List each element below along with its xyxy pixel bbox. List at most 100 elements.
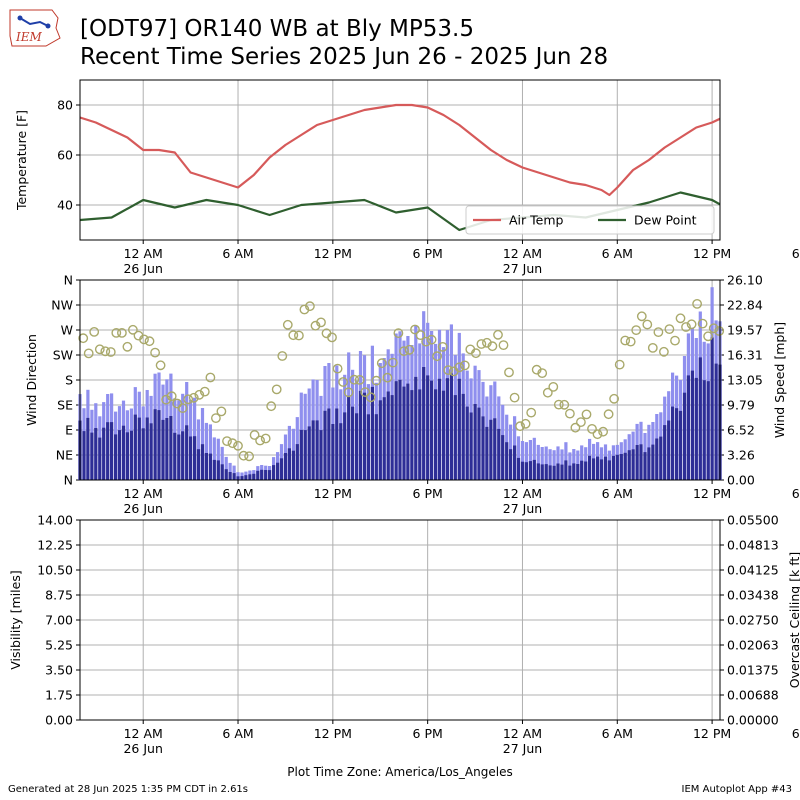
wind-speed-bar: [117, 430, 122, 480]
wind-speed-bar: [607, 460, 611, 480]
wind-speed-bar: [461, 393, 465, 480]
wind-speed-bar: [603, 456, 608, 480]
wind-speed-bar: [248, 474, 252, 480]
wind-direction-point: [526, 407, 537, 418]
wind-speed-bar: [137, 417, 141, 480]
wind-speed-bar: [339, 423, 343, 480]
wind-speed-bar: [153, 409, 157, 480]
wind-speed-bar: [481, 416, 485, 480]
x-tick-label: 6 PM: [413, 486, 443, 501]
wind-direction-point: [304, 301, 315, 312]
wind-direction-point: [454, 362, 465, 373]
wind-direction-point: [542, 387, 553, 398]
wind-direction-point: [681, 322, 691, 332]
wind-speed-bar: [378, 400, 382, 480]
y2-tick-label: 0.01375: [727, 663, 779, 678]
wind-speed-bar: [623, 452, 627, 480]
wind-speed-bar: [516, 457, 521, 480]
wind-direction-point: [376, 358, 387, 369]
y-tick-label: SE: [57, 398, 73, 413]
wind-direction-point: [493, 329, 503, 340]
wind-direction-point: [708, 323, 719, 334]
wind-speed-bar: [627, 450, 631, 480]
wind-speed-bar: [86, 417, 90, 480]
x-tick-label: 6 AM: [602, 246, 633, 261]
x-tick-label: 12 AM: [124, 246, 163, 261]
wind-direction-point: [117, 327, 127, 338]
wind-direction-point: [233, 440, 243, 451]
wind-speed-bar: [694, 377, 698, 480]
wind-speed-bar: [497, 428, 501, 480]
wind-direction-point: [515, 421, 525, 432]
wind-direction-point: [631, 325, 642, 335]
wind-speed-bar: [524, 462, 528, 480]
wind-gust-bar: [204, 422, 208, 480]
wind-speed-bar: [145, 417, 149, 480]
wind-direction-point: [78, 333, 89, 344]
x-tick-label: 12 AM: [503, 486, 542, 501]
wind-speed-bar: [453, 395, 457, 480]
y-tick-label: 8.75: [45, 588, 73, 603]
x-tick-date: 26 Jun: [123, 741, 162, 756]
wind-speed-bar: [588, 455, 592, 480]
wind-direction-point: [238, 450, 249, 461]
wind-speed-bar: [133, 414, 137, 480]
wind-direction-point: [288, 330, 299, 341]
wind-speed-bar: [228, 472, 232, 480]
wind-direction-point: [343, 387, 354, 398]
wind-speed-bar: [208, 453, 212, 480]
wind-speed-bar: [418, 389, 422, 480]
wind-speed-bar: [386, 391, 390, 480]
wind-speed-bar: [611, 455, 615, 480]
wind-speed-bar: [556, 463, 560, 480]
wind-gust-bar: [236, 472, 240, 480]
wind-direction-point: [277, 351, 288, 361]
wind-speed-bar: [82, 431, 86, 480]
wind-speed-bar: [584, 461, 588, 480]
wind-speed-bar: [291, 450, 295, 480]
wind-speed-bar: [196, 449, 201, 480]
x-tick-date: 27 Jun: [503, 261, 542, 276]
wind-speed-bar: [410, 390, 414, 480]
wind-speed-bar: [655, 438, 659, 480]
wind-speed-bar: [287, 448, 291, 480]
wind-direction-point: [216, 406, 227, 417]
wind-direction-point: [349, 374, 360, 385]
wind-direction-point: [504, 367, 514, 378]
wind-direction-point: [509, 392, 520, 403]
wind-direction-point: [609, 393, 619, 404]
wind-direction-point: [670, 335, 680, 346]
legend-dew-point-label: Dew Point: [634, 213, 697, 228]
wind-gust-bar: [528, 440, 532, 480]
x-tick-date: 26 Jun: [123, 501, 162, 516]
axes-frame: [79, 279, 721, 481]
wind-speed-bar: [129, 430, 133, 480]
wind-speed-bar: [596, 456, 600, 480]
wind-speed-bar: [200, 444, 205, 480]
wind-speed-bar: [441, 390, 446, 480]
y2-tick-label: 19.57: [727, 323, 763, 338]
wind-speed-bar: [639, 444, 643, 480]
x-tick-date: 26 Jun: [123, 261, 162, 276]
y2-tick-label: 0.00688: [727, 688, 779, 703]
wind-speed-bar: [173, 432, 177, 480]
wind-speed-bar: [675, 408, 679, 480]
wind-direction-point: [354, 374, 365, 385]
wind-direction-point: [410, 324, 420, 335]
wind-speed-bar: [414, 376, 418, 480]
y2-tick-label: 0.02063: [727, 638, 779, 653]
wind-direction-point: [399, 346, 409, 356]
wind-direction-point: [199, 386, 210, 397]
wind-direction-point: [581, 409, 592, 420]
wind-speed-bar: [319, 430, 323, 480]
wind-speed-bar: [619, 454, 623, 480]
wind-direction-point: [415, 330, 426, 340]
wind-direction-point: [592, 429, 603, 440]
x-tick-label: 6 AM: [222, 486, 253, 501]
wind-direction-point: [686, 319, 697, 330]
wind-speed-bar: [181, 431, 185, 480]
y2-tick-label: 0.04813: [727, 538, 779, 553]
wind-speed-bar: [335, 408, 339, 480]
y2-tick-label: 3.26: [727, 448, 755, 463]
x-tick-label: 12 AM: [124, 726, 163, 741]
